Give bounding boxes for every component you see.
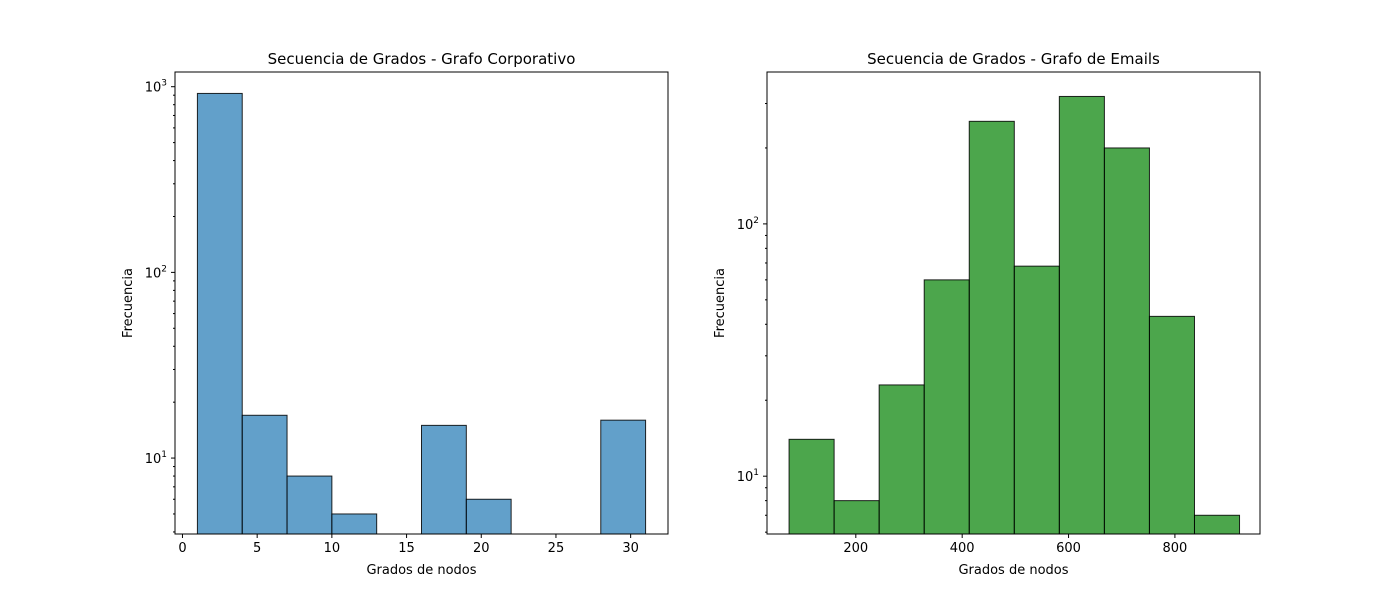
chart-title: Secuencia de Grados - Grafo de Emails <box>867 50 1160 68</box>
bars-layer <box>196 92 647 535</box>
plot-frame <box>174 71 669 535</box>
y-ticks-layer: 101 102 103 <box>145 79 175 467</box>
x-tick-label: 800 <box>1162 541 1187 556</box>
plot-frame <box>766 71 1261 535</box>
bar-4 <box>331 513 378 535</box>
bar-4 <box>923 279 970 535</box>
y-tick-label: 101 <box>737 468 759 485</box>
bar-1 <box>196 92 243 535</box>
bar-7 <box>1058 95 1105 535</box>
x-tick-label: 200 <box>843 541 868 556</box>
y-axis-label: Frecuencia <box>713 268 728 338</box>
panel-emails: Secuencia de Grados - Grafo de Emails 20… <box>713 50 1261 578</box>
x-ticks-layer: 200 400 600 800 <box>843 534 1187 556</box>
x-tick-label: 5 <box>253 541 261 556</box>
bar-9 <box>1148 315 1195 535</box>
bar-5 <box>968 120 1015 535</box>
x-axis-label: Grados de nodos <box>366 563 476 578</box>
y-axis-label: Frecuencia <box>121 268 136 338</box>
y-tick-label: 102 <box>145 264 167 281</box>
bar-7 <box>600 419 647 535</box>
bar-3 <box>878 384 925 535</box>
x-tick-label: 600 <box>1056 541 1081 556</box>
x-tick-label: 400 <box>950 541 975 556</box>
x-tick-label: 30 <box>622 541 639 556</box>
bar-10 <box>1193 514 1241 535</box>
x-tick-label: 0 <box>178 541 186 556</box>
x-tick-label: 20 <box>473 541 490 556</box>
x-tick-label: 15 <box>398 541 415 556</box>
y-ticks-layer: 101 102 <box>737 216 767 485</box>
bar-3 <box>286 475 333 535</box>
bar-2 <box>241 414 288 535</box>
y-tick-label: 102 <box>737 216 759 233</box>
bar-6 <box>1013 265 1060 535</box>
x-ticks-layer: 0 5 10 15 20 25 30 <box>178 534 639 556</box>
panel-corporativo: Secuencia de Grados - Grafo Corporativo … <box>121 50 669 578</box>
chart-title: Secuencia de Grados - Grafo Corporativo <box>268 50 576 68</box>
bar-8 <box>1103 147 1150 535</box>
y-tick-label: 101 <box>145 450 167 467</box>
bar-6 <box>465 498 512 535</box>
x-axis-label: Grados de nodos <box>958 563 1068 578</box>
x-tick-label: 25 <box>548 541 565 556</box>
y-tick-label: 103 <box>145 79 167 96</box>
bar-5 <box>421 424 467 535</box>
x-tick-label: 10 <box>324 541 341 556</box>
bar-2 <box>833 500 880 535</box>
bars-layer <box>788 95 1241 535</box>
bar-1 <box>788 438 835 535</box>
